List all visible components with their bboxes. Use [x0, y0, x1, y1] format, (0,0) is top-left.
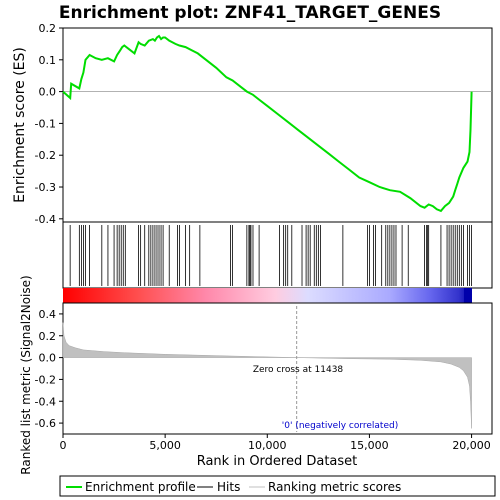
x-tick-label: 20,000	[452, 439, 491, 452]
color-band-tail	[464, 288, 472, 303]
color-band-bar	[63, 288, 471, 303]
chart-title: Enrichment plot: ZNF41_TARGET_GENES	[59, 3, 441, 23]
metric-panel: Zero cross at 11438 '0' (negatively corr…	[19, 275, 493, 475]
legend-frame	[59, 475, 496, 497]
x-tick-label: 0	[60, 439, 67, 452]
ranking-metric-area	[62, 322, 472, 429]
legend-label-metric: Ranking metric scores	[268, 480, 401, 494]
zero-cross-label: Zero cross at 11438	[253, 365, 344, 375]
es-y-tick-label: -0.1	[35, 117, 56, 130]
es-y-tick-label: -0.3	[35, 181, 56, 194]
x-axis-label: Rank in Ordered Dataset	[197, 454, 358, 469]
metric-y-tick-label: 0.4	[39, 308, 57, 321]
metric-y-axis: -0.6 -0.4 -0.2 0.0 0.2 0.4	[35, 308, 63, 430]
metric-y-axis-label: Ranked list metric (Signal2Noise)	[19, 275, 33, 474]
es-y-tick-label: -0.2	[35, 149, 56, 162]
x-tick-label: 5,000	[149, 439, 181, 452]
hits-panel	[62, 221, 493, 289]
metric-y-tick-label: -0.6	[35, 417, 56, 430]
es-y-axis-label: Enrichment score (ES)	[12, 47, 28, 203]
es-y-tick-label: 0.1	[39, 54, 57, 67]
metric-y-tick-label: -0.4	[35, 395, 56, 408]
es-y-tick-label: -0.4	[35, 213, 56, 226]
es-y-tick-label: 0.2	[39, 22, 57, 35]
negative-correlation-label: '0' (negatively correlated)	[282, 421, 398, 431]
es-y-axis: -0.4 -0.3 -0.2 -0.1 0.0 0.1 0.2	[35, 22, 63, 226]
hit-markers	[69, 225, 472, 286]
legend-label-enrichment: Enrichment profile	[85, 480, 196, 494]
es-panel: -0.4 -0.3 -0.2 -0.1 0.0 0.1 0.2 Enrichment sco…	[12, 22, 493, 226]
x-axis: 0 5,000 10,000 15,000 20,000	[60, 434, 491, 452]
es-panel-frame	[62, 27, 493, 223]
legend-label-hits: Hits	[217, 480, 240, 494]
metric-y-tick-label: -0.2	[35, 373, 56, 386]
legend: Enrichment profile Hits Ranking metric s…	[59, 475, 496, 497]
enrichment-profile-line	[62, 34, 473, 213]
metric-y-tick-label: 0.0	[39, 352, 57, 365]
metric-panel-frame	[62, 302, 493, 435]
hits-panel-frame	[62, 221, 493, 289]
es-y-tick-label: 0.0	[39, 86, 57, 99]
x-tick-label: 10,000	[248, 439, 287, 452]
metric-y-tick-label: 0.2	[39, 330, 57, 343]
x-tick-label: 15,000	[350, 439, 389, 452]
